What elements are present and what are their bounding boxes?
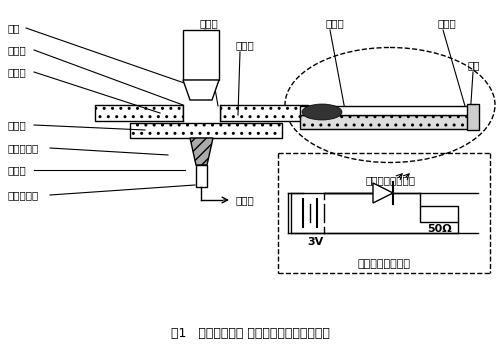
Text: 密封油: 密封油 xyxy=(438,18,457,28)
Bar xyxy=(300,106,475,115)
Text: 悬浊液: 悬浊液 xyxy=(325,18,344,28)
Bar xyxy=(300,115,475,129)
Text: 遮光器: 遮光器 xyxy=(8,120,27,130)
Bar xyxy=(130,123,282,138)
Bar xyxy=(196,165,207,187)
Bar xyxy=(183,30,219,80)
Text: 发光二极管: 发光二极管 xyxy=(8,143,39,153)
Polygon shape xyxy=(373,183,393,203)
Text: 50Ω: 50Ω xyxy=(426,224,452,234)
Ellipse shape xyxy=(302,104,342,120)
Text: 观察片: 观察片 xyxy=(8,45,27,55)
Polygon shape xyxy=(183,80,219,100)
Text: 胶带: 胶带 xyxy=(468,60,480,70)
Text: 橡皮塞: 橡皮塞 xyxy=(8,165,27,175)
Bar xyxy=(220,105,308,121)
Text: 二极管连线: 二极管连线 xyxy=(8,190,39,200)
Bar xyxy=(467,104,479,130)
Text: 观察片装配结构图: 观察片装配结构图 xyxy=(365,175,415,185)
Bar xyxy=(95,105,183,121)
Text: 接电源: 接电源 xyxy=(235,195,254,205)
Bar xyxy=(183,105,220,121)
Text: 物镜: 物镜 xyxy=(8,23,20,33)
Text: 盖玻片: 盖玻片 xyxy=(200,18,219,28)
Polygon shape xyxy=(190,138,213,165)
Text: 图1   悬浊液观察片 照明头结构及安装示意图: 图1 悬浊液观察片 照明头结构及安装示意图 xyxy=(170,327,330,340)
Text: 载玻片: 载玻片 xyxy=(235,40,254,50)
Bar xyxy=(420,206,458,222)
Text: 照明头电源接线图: 照明头电源接线图 xyxy=(358,259,410,269)
Text: 3V: 3V xyxy=(307,237,323,247)
Text: 载物台: 载物台 xyxy=(8,67,27,77)
